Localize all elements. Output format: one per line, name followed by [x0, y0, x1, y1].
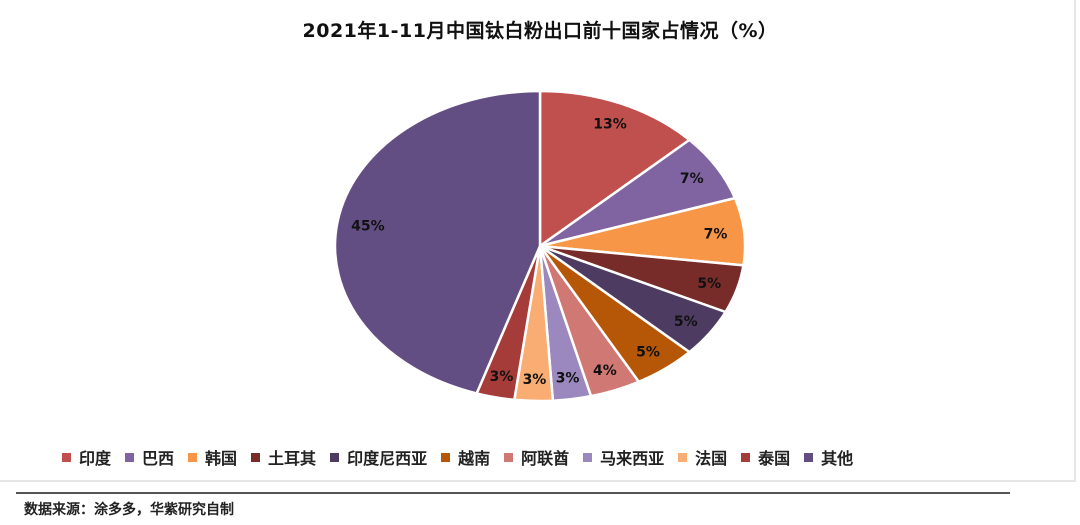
legend-swatch-icon [251, 452, 261, 462]
legend-label: 韩国 [205, 449, 238, 468]
legend-label: 阿联酋 [521, 449, 570, 468]
chart-title: 2021年1-11月中国钛白粉出口前十国家占情况（%） [302, 20, 778, 42]
legend-item: 马来西亚 [583, 445, 664, 469]
slice-label: 5% [674, 314, 698, 330]
slice-label: 5% [697, 276, 721, 292]
legend-swatch-icon [188, 452, 198, 462]
slice-label: 13% [593, 117, 627, 133]
legend-label: 法国 [695, 449, 728, 468]
legend-item: 泰国 [741, 445, 790, 469]
legend-label: 土耳其 [268, 449, 317, 468]
pie-slice-11 [333, 89, 542, 395]
legend-swatch-icon [504, 452, 514, 462]
slice-label: 4% [593, 363, 617, 379]
legend-item: 阿联酋 [504, 445, 569, 469]
legend-item: 其他 [804, 445, 853, 469]
legend-swatch-icon [62, 452, 71, 462]
legend-label: 巴西 [142, 449, 175, 468]
pie-labels: 13% 7% 7% 5% 5% 5% 4% 3% 3% 3% 45% [351, 117, 727, 389]
slice-label: 3% [523, 372, 547, 388]
legend-item: 巴西 [125, 445, 174, 469]
legend-item: 法国 [678, 445, 727, 469]
divider [16, 492, 1010, 494]
slice-label: 3% [556, 371, 580, 387]
slice-label: 7% [680, 171, 704, 187]
legend-swatch-icon [741, 452, 751, 462]
pie-slice-1 [538, 89, 692, 249]
legend-label: 印度 [79, 449, 112, 468]
legend-swatch-icon [125, 452, 135, 462]
chart-legend: 印度 巴西 韩国 土耳其 印度尼西亚 越南 阿联酋 马来西亚 法国 泰国 其他 [62, 445, 867, 469]
legend-item: 土耳其 [251, 445, 316, 469]
legend-item: 韩国 [188, 445, 237, 469]
legend-item: 越南 [441, 445, 490, 469]
pie-slices [333, 89, 747, 403]
source-note: 数据来源：涂多多，华紫研究自制 [24, 502, 234, 518]
slice-label: 7% [704, 226, 728, 242]
pie-chart: 13% 7% 7% 5% 5% 5% 4% 3% 3% 3% 45% [333, 89, 747, 403]
legend-label: 其他 [821, 449, 854, 468]
legend-item: 印度尼西亚 [330, 445, 427, 469]
legend-label: 马来西亚 [600, 449, 665, 468]
legend-label: 越南 [458, 449, 491, 468]
legend-label: 印度尼西亚 [347, 449, 428, 468]
slice-label: 3% [490, 369, 514, 385]
legend-item: 印度 [62, 445, 111, 469]
legend-swatch-icon [804, 452, 814, 462]
slice-label: 45% [351, 218, 385, 234]
legend-swatch-icon [330, 452, 340, 462]
legend-swatch-icon [678, 452, 688, 462]
slice-label: 5% [636, 344, 660, 360]
legend-label: 泰国 [758, 449, 791, 468]
legend-swatch-icon [441, 452, 451, 462]
legend-swatch-icon [583, 452, 593, 462]
